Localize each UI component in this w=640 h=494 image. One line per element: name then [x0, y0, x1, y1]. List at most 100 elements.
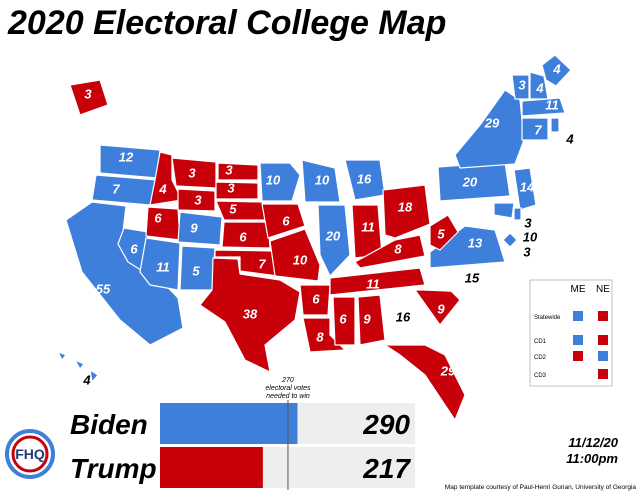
state — [91, 174, 158, 206]
key-column: ME — [571, 284, 586, 295]
state — [139, 237, 181, 291]
state-votes: 9 — [437, 301, 445, 316]
state-votes: 14 — [520, 179, 535, 194]
state-votes: 5 — [437, 226, 445, 241]
candidate-votes: 290 — [362, 409, 410, 440]
state — [301, 159, 341, 203]
state — [217, 162, 259, 181]
key-swatch — [573, 351, 583, 361]
state — [502, 232, 518, 248]
state — [269, 228, 321, 282]
state-votes: 12 — [119, 149, 134, 164]
state-votes: 8 — [316, 329, 324, 344]
threshold-value: 270 — [281, 377, 294, 384]
state-votes: 4 — [158, 181, 167, 196]
state — [381, 289, 429, 346]
candidate-name: Biden — [70, 409, 148, 440]
state — [550, 117, 560, 133]
state-votes: 6 — [282, 213, 290, 228]
state-votes: 3 — [84, 86, 92, 101]
state-votes: 3 — [518, 77, 526, 92]
key-swatch — [573, 335, 583, 345]
logo-ring-inner — [11, 435, 49, 473]
bar — [160, 403, 298, 444]
key-swatch — [598, 335, 608, 345]
state — [215, 200, 267, 221]
state-votes: 3 — [188, 165, 196, 180]
state-votes: 7 — [112, 181, 120, 196]
state-votes: 11 — [156, 259, 170, 274]
state — [299, 284, 331, 316]
state — [521, 97, 566, 117]
state — [199, 257, 301, 373]
state-votes: 3 — [524, 215, 532, 230]
key-column: NE — [596, 284, 610, 295]
state — [513, 207, 522, 221]
state-votes: 18 — [398, 199, 413, 214]
key-row-label: CD2 — [534, 355, 547, 361]
state-votes: 5 — [192, 263, 200, 278]
credit: Map template courtesy of Paul-Henri Guri… — [445, 484, 636, 491]
state — [511, 74, 530, 100]
state — [354, 234, 426, 269]
state-votes: 4 — [552, 61, 561, 76]
key-swatch — [598, 311, 608, 321]
key-row-label: CD3 — [534, 373, 547, 379]
state — [65, 201, 184, 346]
state-votes: 4 — [565, 131, 574, 146]
state-votes: 6 — [130, 241, 138, 256]
key-swatch — [573, 311, 583, 321]
district-key-box — [529, 279, 613, 387]
state — [117, 227, 149, 273]
state-votes: 29 — [440, 363, 456, 378]
threshold-note: needed to win — [266, 393, 310, 400]
state — [493, 202, 515, 219]
logo: FHQ — [15, 446, 45, 462]
state-votes: 4 — [535, 80, 544, 95]
state — [332, 296, 356, 346]
state-votes: 38 — [243, 306, 258, 321]
state — [215, 181, 259, 200]
state-votes: 20 — [325, 228, 341, 243]
key-swatch — [598, 351, 608, 361]
threshold-note: electoral votes — [265, 385, 311, 392]
state-votes: 3 — [194, 192, 202, 207]
state-votes: 10 — [293, 252, 308, 267]
state-votes: 11 — [545, 97, 559, 112]
state-votes: 6 — [312, 291, 320, 306]
state-votes: 16 — [357, 171, 372, 186]
key-row-label: Statewide — [534, 315, 561, 321]
state — [145, 206, 181, 241]
state-votes: 13 — [468, 235, 483, 250]
state — [259, 162, 301, 202]
state-votes: 6 — [154, 210, 162, 225]
state-votes: 3 — [523, 244, 531, 259]
title: 2020 Electoral College Map — [7, 4, 446, 42]
state — [513, 167, 537, 211]
state-votes: 10 — [523, 229, 538, 244]
state-votes: 3 — [227, 180, 235, 195]
state — [521, 117, 549, 141]
state — [429, 214, 459, 251]
state-votes: 15 — [465, 270, 480, 285]
state-votes: 10 — [315, 172, 330, 187]
state — [424, 264, 511, 293]
key-swatch — [598, 369, 608, 379]
bar — [160, 447, 263, 488]
state — [382, 184, 431, 239]
state-votes: 10 — [266, 172, 281, 187]
state-votes: 5 — [229, 201, 237, 216]
state-votes: 3 — [225, 162, 233, 177]
state-votes: 29 — [484, 115, 500, 130]
state — [357, 294, 386, 346]
state-votes: 11 — [366, 276, 380, 291]
state — [74, 359, 85, 370]
state — [89, 369, 99, 383]
state-votes: 20 — [462, 174, 478, 189]
state — [221, 221, 271, 249]
state-votes: 55 — [96, 281, 111, 296]
state-votes: 8 — [394, 241, 402, 256]
state-votes: 9 — [190, 220, 198, 235]
state-votes: 11 — [361, 219, 375, 234]
